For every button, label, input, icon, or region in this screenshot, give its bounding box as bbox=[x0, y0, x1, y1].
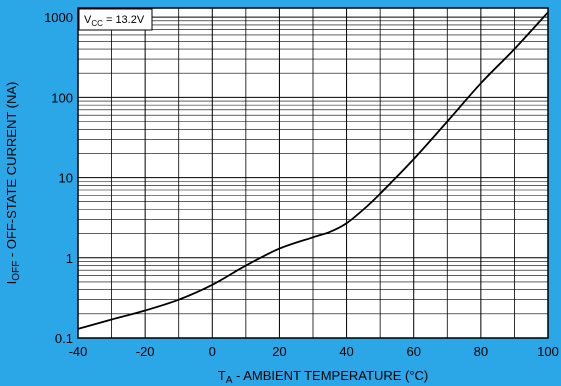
y-tick-label: 1 bbox=[66, 251, 73, 266]
x-tick-label: -40 bbox=[69, 344, 88, 359]
y-tick-label: 10 bbox=[59, 171, 73, 186]
vcc-annotation: VCC = 13.2V bbox=[78, 8, 153, 31]
x-axis-label: TA - AMBIENT TEMPERATURE (°C) bbox=[218, 368, 429, 386]
series-line bbox=[77, 11, 549, 330]
y-tick-label: 100 bbox=[51, 90, 73, 105]
x-tick-label: 20 bbox=[272, 344, 286, 359]
x-tick-label: -20 bbox=[136, 344, 155, 359]
y-axis-label-main: I bbox=[4, 281, 19, 285]
x-tick-label: 60 bbox=[406, 344, 420, 359]
y-axis-label-sub: OFF bbox=[11, 261, 22, 281]
x-axis-label-rest: - AMBIENT TEMPERATURE (°C) bbox=[232, 368, 428, 383]
x-axis-label-main: T bbox=[218, 368, 226, 383]
annotation-box bbox=[78, 8, 153, 31]
tick-labels: -40 -20 0 20 40 60 80 100 0.1 1 10 100 1000 bbox=[44, 10, 559, 359]
x-axis-label-sub: A bbox=[226, 375, 233, 386]
x-tick-label: 80 bbox=[474, 344, 488, 359]
y-axis-label-rest: - OFF-STATE CURRENT (NA) bbox=[4, 82, 19, 261]
annotation-prefix: V bbox=[84, 14, 92, 26]
x-tick-label: 100 bbox=[537, 344, 559, 359]
annotation-sub: CC bbox=[91, 19, 103, 28]
y-tick-label: 0.1 bbox=[55, 331, 73, 346]
grid bbox=[77, 8, 549, 339]
x-tick-label: 40 bbox=[339, 344, 353, 359]
annotation-text: VCC = 13.2V bbox=[84, 14, 145, 28]
y-axis-label: IOFF - OFF-STATE CURRENT (NA) bbox=[4, 82, 22, 285]
x-tick-label: 0 bbox=[209, 344, 216, 359]
annotation-rest: = 13.2V bbox=[103, 14, 145, 26]
y-tick-label: 1000 bbox=[44, 10, 73, 25]
